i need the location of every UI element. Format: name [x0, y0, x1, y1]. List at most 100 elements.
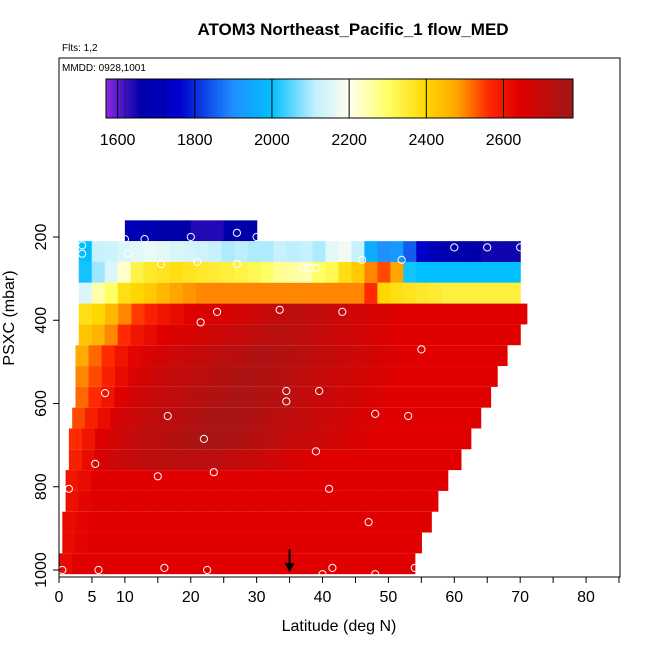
heatmap-cell — [470, 366, 485, 387]
x-tick-label: 80 — [577, 589, 595, 606]
colorbar-segment — [459, 79, 463, 118]
heatmap-cell — [208, 241, 223, 262]
colorbar-segment — [438, 79, 443, 118]
heatmap-cell — [507, 324, 521, 346]
heatmap-cell — [276, 303, 291, 325]
heatmap-cell — [339, 366, 353, 387]
colorbar-segment — [351, 79, 355, 118]
heatmap-cell — [416, 261, 430, 283]
x-axis: 0 5 10 20 30 40 50 60 70 80 — [55, 577, 620, 606]
heatmap-cell — [97, 407, 112, 429]
heatmap-cell — [243, 553, 258, 575]
heatmap-cell — [159, 428, 174, 450]
heatmap-cell — [457, 428, 472, 450]
heatmap-cell — [280, 532, 294, 554]
heatmap-cell — [442, 407, 456, 429]
heatmap-cell — [75, 532, 89, 554]
sample-point — [94, 565, 103, 575]
colorbar-segment — [403, 79, 408, 118]
heatmap-cell — [190, 220, 225, 242]
heatmap-cell — [116, 490, 131, 512]
heatmap-cell — [229, 532, 243, 554]
heatmap-cell — [434, 470, 449, 491]
heatmap-cell — [364, 261, 378, 283]
heatmap-cell — [218, 470, 232, 491]
heatmap-cell — [434, 449, 449, 471]
heatmap-cell — [78, 282, 93, 304]
heatmap-cell — [88, 511, 103, 533]
heatmap-cell — [94, 428, 109, 450]
colorbar-segment — [254, 79, 259, 118]
colorbar-segment — [164, 79, 168, 118]
heatmap-cell — [141, 366, 156, 387]
heatmap-cell — [299, 324, 314, 346]
heatmap-cell — [232, 490, 246, 512]
heatmap-cell — [246, 366, 261, 387]
heatmap-cell — [364, 324, 378, 346]
heatmap-cell — [296, 490, 311, 512]
colorbar-segment — [371, 79, 376, 118]
heatmap-cell — [182, 324, 197, 346]
x-tick-label: 0 — [55, 589, 64, 606]
heatmap-cell — [208, 261, 223, 283]
x-tick-label: 40 — [314, 589, 332, 606]
heatmap-cell — [467, 407, 482, 429]
heatmap-cell — [169, 241, 184, 262]
colorbar-segment — [500, 79, 504, 118]
heatmap-cell — [269, 470, 283, 491]
heatmap-cell — [331, 532, 346, 554]
sample-point — [157, 260, 166, 269]
heatmap-cell — [325, 511, 340, 533]
heatmap-cell — [328, 428, 342, 450]
heatmap-cell — [442, 261, 456, 283]
colorbar-segment — [146, 79, 151, 118]
heatmap-cell — [180, 470, 194, 491]
sample-point — [311, 264, 320, 273]
heatmap-cell — [91, 282, 106, 304]
heatmap-cell — [130, 282, 145, 304]
colorbar-segment — [400, 79, 405, 118]
colorbar-segment — [193, 79, 197, 118]
colorbar-segment — [537, 79, 542, 118]
heatmap-cell — [118, 303, 133, 325]
heatmap-cell — [457, 366, 472, 387]
heatmap-cell — [78, 470, 92, 491]
heatmap-cell — [124, 553, 139, 575]
heatmap-cell — [297, 345, 312, 367]
heatmap-cell — [65, 470, 79, 491]
heatmap-cell — [142, 490, 157, 512]
heatmap-cell — [455, 407, 469, 429]
heatmap-cell — [286, 241, 301, 262]
heatmap-cell — [225, 407, 239, 429]
sample-point — [101, 389, 110, 398]
colorbar-segment — [523, 79, 527, 118]
heatmap-cell — [322, 490, 336, 512]
heatmap-cell — [357, 532, 371, 554]
colorbar-segment — [383, 79, 387, 118]
heatmap-cell — [384, 470, 398, 491]
heatmap-cell — [180, 345, 194, 367]
colorbar-segment — [173, 79, 177, 118]
sample-point — [328, 563, 337, 573]
heatmap-cell — [402, 345, 417, 367]
heatmap-cell — [169, 261, 184, 283]
colorbar-segment — [362, 79, 367, 118]
colorbar-segment — [345, 79, 349, 118]
colorbar-segment — [249, 79, 253, 118]
colorbar-segment — [535, 79, 539, 118]
heatmap-cell — [101, 511, 116, 533]
heatmap-cell — [164, 532, 179, 554]
colorbar-segment — [266, 79, 270, 118]
x-tick-label: 30 — [248, 589, 266, 606]
heatmap-cell — [380, 428, 394, 450]
colorbar-segment — [170, 79, 174, 118]
colorbar-segment — [141, 79, 145, 118]
heatmap-cell — [494, 261, 508, 283]
colorbar-segment — [570, 79, 574, 118]
heatmap-cell — [195, 241, 210, 262]
colorbar-segment — [447, 79, 451, 118]
heatmap-cell — [455, 282, 469, 304]
heatmap-cell — [65, 490, 80, 512]
heatmap-cell — [381, 303, 396, 325]
heatmap-cell — [128, 366, 142, 387]
